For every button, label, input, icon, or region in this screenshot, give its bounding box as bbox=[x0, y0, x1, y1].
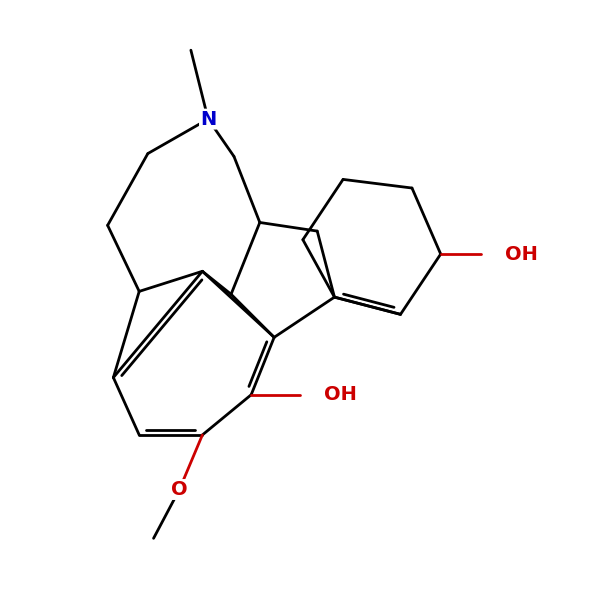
Text: O: O bbox=[171, 480, 188, 499]
Text: OH: OH bbox=[324, 385, 357, 404]
Text: OH: OH bbox=[505, 245, 538, 263]
Text: N: N bbox=[200, 110, 216, 128]
